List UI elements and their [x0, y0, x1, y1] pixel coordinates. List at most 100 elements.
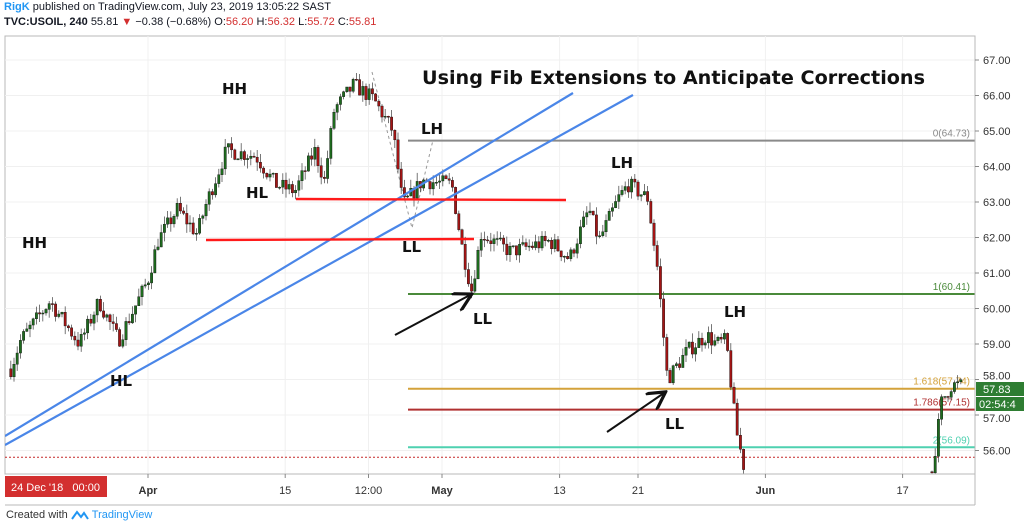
trendline-2[interactable]: [5, 94, 634, 446]
candle-up: [12, 364, 16, 378]
candle-down: [489, 240, 493, 244]
candle-down: [316, 147, 320, 166]
candle-down: [63, 312, 67, 327]
candle-down: [662, 298, 666, 338]
swing-label-ll[interactable]: LL: [473, 310, 493, 328]
candle-down: [691, 341, 694, 355]
swing-label-ll[interactable]: LL: [665, 415, 685, 433]
candle-up: [297, 180, 301, 191]
price-axis[interactable]: 67.00 66.00 65.00 64.00 63.00 62.00 61.00 60.00…: [975, 55, 1011, 458]
price-tick-label: 67.00: [983, 55, 1011, 67]
candle-up: [130, 313, 134, 324]
horizontal-level-1[interactable]: [295, 197, 567, 202]
swing-label-lh[interactable]: LH: [724, 303, 746, 321]
symbol-label: TVC:USOIL, 240: [4, 16, 88, 28]
candle-up: [940, 396, 944, 420]
candle-up: [188, 222, 192, 225]
candle-up: [159, 232, 163, 248]
candle-up: [518, 244, 522, 256]
candle-down: [230, 143, 233, 151]
candle-up: [22, 331, 25, 341]
candle-up: [473, 278, 477, 292]
swing-label-lh[interactable]: LH: [611, 154, 633, 172]
candle-up: [204, 204, 208, 217]
price-tick-label: 58.00: [983, 371, 1011, 383]
candle-up: [508, 246, 512, 255]
candle-up: [598, 235, 602, 237]
candle-up: [943, 396, 947, 398]
candle-up: [15, 352, 19, 365]
candle-up: [492, 238, 496, 244]
candle-up: [367, 88, 371, 100]
created-with-text: Created with: [6, 509, 68, 521]
trendline-1[interactable]: [5, 92, 574, 437]
swing-label-hh[interactable]: HH: [222, 80, 247, 98]
candle-up: [534, 241, 538, 248]
candle-up: [220, 168, 224, 175]
candle-down: [51, 303, 54, 305]
candle-down: [735, 402, 739, 436]
candle-up: [563, 256, 566, 258]
down-triangle-icon: ▼: [121, 16, 133, 28]
candle-down: [66, 325, 70, 329]
swing-label-lh[interactable]: LH: [421, 120, 443, 138]
author-link[interactable]: RigK: [4, 1, 30, 13]
candle-up: [495, 238, 499, 240]
candle-down: [515, 245, 518, 256]
candle-up: [198, 218, 201, 234]
candle-down: [358, 79, 361, 96]
plot-area[interactable]: [4, 35, 976, 475]
tradingview-link[interactable]: TradingView: [91, 509, 153, 521]
candle-up: [105, 314, 109, 318]
candle-up: [140, 285, 144, 297]
candle-up: [479, 238, 483, 251]
open-value: 56.20: [225, 16, 254, 28]
candle-up: [956, 381, 960, 384]
horizontal-level-2[interactable]: [205, 237, 475, 242]
swing-label-hl[interactable]: HL: [110, 372, 133, 390]
candle-up: [575, 243, 579, 254]
candle-down: [659, 266, 662, 300]
arrow-1[interactable]: [394, 295, 470, 336]
price-tick-label: 62.00: [983, 233, 1011, 245]
price-tick-label: 63.00: [983, 197, 1011, 209]
candle-up: [175, 203, 179, 217]
candle-up: [82, 332, 86, 335]
candle-down: [89, 318, 93, 324]
price-tick-label: 61.00: [983, 268, 1011, 280]
candle-up: [281, 179, 285, 188]
candle-up: [162, 223, 166, 233]
fib-extension[interactable]: 0(64.73)1(60.41)1.618(57.74)1.786(57.15)…: [408, 129, 975, 449]
candle-down: [118, 329, 122, 347]
footer: Created with TradingView: [6, 509, 152, 521]
candle-down: [930, 471, 934, 474]
candle-down: [742, 449, 746, 470]
swing-label-ll[interactable]: LL: [402, 238, 422, 256]
candle-up: [300, 170, 304, 181]
candle-up: [406, 195, 409, 198]
close-value: 55.81: [348, 16, 377, 28]
fib-level-label: 0(64.73): [933, 129, 970, 140]
low-value: 55.72: [307, 16, 335, 28]
time-axis[interactable]: Apr 15 12:00 May 13 21 Jun 17: [139, 474, 909, 497]
candle-up: [540, 235, 544, 249]
candle-up: [351, 79, 355, 92]
candle-down: [486, 239, 489, 242]
candle-up: [153, 249, 157, 274]
candle-up: [933, 456, 937, 474]
arrow-2[interactable]: [606, 393, 664, 433]
candle-down: [390, 116, 393, 131]
candle-up: [547, 240, 550, 242]
symbol-info: TVC:USOIL, 240 55.81 ▼ −0.38 (−0.68%) O:…: [4, 16, 376, 29]
candle-up: [47, 303, 51, 310]
candle-up: [601, 231, 605, 236]
candle-up: [684, 347, 688, 356]
candle-up: [335, 104, 339, 113]
low-label: L:: [298, 16, 308, 28]
candle-down: [191, 222, 195, 235]
candle-down: [374, 93, 377, 102]
swing-label-hh[interactable]: HH: [22, 234, 47, 252]
swing-label-hl[interactable]: HL: [246, 184, 269, 202]
candle-up: [441, 175, 445, 182]
